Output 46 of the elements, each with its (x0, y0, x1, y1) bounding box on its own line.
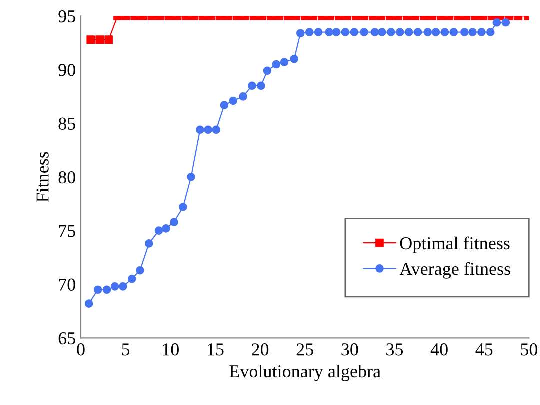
x-tick-label: 25 (296, 344, 314, 356)
point (179, 203, 188, 212)
x-tick-label: 5 (122, 344, 130, 356)
x-tick-label: 0 (77, 344, 85, 356)
legend-label: Optimal fitness (400, 236, 510, 254)
point (280, 58, 289, 67)
point (102, 286, 112, 294)
point (204, 126, 212, 134)
y-tick-label: 65 (58, 332, 76, 345)
y-axis-title: Fitness (36, 152, 49, 202)
x-tick-label: 10 (163, 344, 179, 356)
x-tick-label: 30 (342, 344, 358, 356)
y-tick-label: 85 (58, 118, 76, 130)
x-tick-label: 15 (208, 344, 224, 356)
point (144, 240, 154, 248)
point (272, 60, 281, 69)
y-tick-label: 95 (58, 10, 76, 23)
x-tick-label: 50 (521, 344, 538, 356)
point (94, 286, 102, 294)
y-tick-label: 90 (58, 64, 76, 76)
x-tick-label: 40 (430, 344, 448, 356)
x-tick-label: 45 (476, 344, 493, 356)
point (128, 274, 136, 284)
point (257, 82, 266, 90)
x-tick-label: 20 (252, 344, 269, 356)
point (263, 66, 272, 76)
point (239, 92, 248, 101)
point (110, 282, 120, 291)
y-tick-label: 75 (59, 225, 76, 238)
point (84, 300, 94, 308)
point (229, 96, 238, 106)
legend-label: Average fitness (400, 262, 510, 279)
point (118, 282, 128, 291)
point (196, 126, 204, 134)
point (212, 126, 221, 134)
y-tick-label: 80 (58, 171, 76, 184)
point (136, 266, 144, 275)
x-tick-label: 35 (386, 344, 404, 356)
point (154, 226, 164, 236)
point (248, 82, 256, 90)
y-tick-label: 70 (59, 278, 76, 291)
x-axis-title: Evolutionary algebra (230, 364, 381, 382)
point (162, 224, 170, 233)
point (187, 173, 196, 182)
point (170, 218, 178, 226)
point (220, 101, 229, 110)
